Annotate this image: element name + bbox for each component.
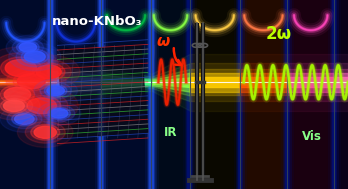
Circle shape xyxy=(13,71,49,91)
Circle shape xyxy=(16,46,54,67)
Circle shape xyxy=(1,57,41,79)
Bar xyxy=(240,0,287,189)
Circle shape xyxy=(3,100,24,112)
Circle shape xyxy=(45,85,67,97)
Bar xyxy=(151,0,190,189)
Circle shape xyxy=(32,63,65,81)
Bar xyxy=(287,0,334,189)
Text: 2ω: 2ω xyxy=(265,25,292,43)
Circle shape xyxy=(5,60,37,77)
Circle shape xyxy=(47,86,64,95)
Circle shape xyxy=(0,98,27,113)
Polygon shape xyxy=(57,45,148,138)
Circle shape xyxy=(44,105,75,122)
Circle shape xyxy=(40,82,71,99)
Circle shape xyxy=(27,98,56,114)
Circle shape xyxy=(0,77,50,112)
Circle shape xyxy=(6,68,56,95)
Circle shape xyxy=(48,107,70,119)
Circle shape xyxy=(0,96,33,116)
Circle shape xyxy=(0,82,41,107)
Circle shape xyxy=(24,51,45,62)
Circle shape xyxy=(0,92,40,120)
Circle shape xyxy=(9,43,61,71)
Circle shape xyxy=(21,49,48,64)
Circle shape xyxy=(31,124,60,140)
Circle shape xyxy=(17,74,45,89)
Text: ω: ω xyxy=(156,34,169,49)
Circle shape xyxy=(0,53,49,83)
Text: Vis: Vis xyxy=(301,130,322,143)
Circle shape xyxy=(4,87,31,102)
Circle shape xyxy=(12,39,44,56)
Circle shape xyxy=(7,110,42,129)
Circle shape xyxy=(50,109,68,118)
Circle shape xyxy=(5,86,78,126)
Circle shape xyxy=(0,47,60,89)
Circle shape xyxy=(26,60,71,84)
Circle shape xyxy=(34,79,77,102)
Circle shape xyxy=(34,126,56,138)
Circle shape xyxy=(17,117,73,147)
Bar xyxy=(190,0,240,189)
Circle shape xyxy=(12,112,37,126)
Bar xyxy=(0,0,50,189)
Circle shape xyxy=(23,95,61,116)
Text: IR: IR xyxy=(164,126,177,139)
Bar xyxy=(334,0,348,189)
Text: nano-KNbO₃: nano-KNbO₃ xyxy=(52,15,143,28)
Circle shape xyxy=(0,106,49,132)
Circle shape xyxy=(0,85,34,104)
Circle shape xyxy=(25,121,65,143)
Circle shape xyxy=(19,43,37,52)
Circle shape xyxy=(15,91,68,120)
Circle shape xyxy=(6,36,50,59)
Bar xyxy=(101,0,151,189)
Circle shape xyxy=(17,41,39,53)
Circle shape xyxy=(17,55,80,89)
Bar xyxy=(50,0,101,189)
Circle shape xyxy=(0,62,66,100)
Circle shape xyxy=(37,102,81,125)
Circle shape xyxy=(15,114,34,124)
Circle shape xyxy=(36,65,61,79)
